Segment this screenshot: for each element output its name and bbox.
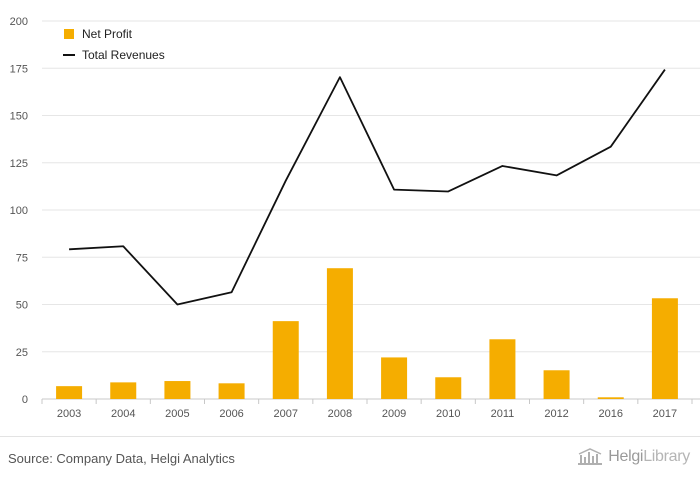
point-total-revenues[interactable] xyxy=(445,188,451,194)
point-total-revenues[interactable] xyxy=(174,302,180,308)
bar-net-profit[interactable] xyxy=(543,370,570,399)
x-tick-label: 2010 xyxy=(436,408,460,420)
bar-net-profit[interactable] xyxy=(651,298,678,399)
line-total-revenues-path[interactable] xyxy=(69,69,666,306)
y-tick-label: 150 xyxy=(10,111,28,123)
y-tick-label: 125 xyxy=(10,158,28,170)
point-total-revenues[interactable] xyxy=(120,243,126,249)
point-total-revenues[interactable] xyxy=(662,67,668,73)
line-total-revenues xyxy=(66,67,668,308)
legend-label-net-profit[interactable]: Net Profit xyxy=(82,27,133,41)
bars-net-profit xyxy=(56,268,678,399)
source-note: Source: Company Data, Helgi Analytics xyxy=(8,451,235,466)
x-tick-label: 2009 xyxy=(382,408,406,420)
point-total-revenues[interactable] xyxy=(391,187,397,193)
brand-sub: Library xyxy=(643,448,690,465)
x-tick-label: 2012 xyxy=(544,408,568,420)
y-tick-label: 100 xyxy=(10,205,28,217)
bar-net-profit[interactable] xyxy=(56,386,83,399)
point-total-revenues[interactable] xyxy=(283,178,289,184)
bar-net-profit[interactable] xyxy=(597,397,624,399)
y-tick-label: 50 xyxy=(16,300,28,312)
legend-swatch-net-profit xyxy=(64,29,74,39)
y-axis: 0 25 50 75 100 125 150 175 200 xyxy=(10,16,28,406)
y-tick-label: 25 xyxy=(16,347,28,359)
x-tick-label: 2016 xyxy=(599,408,623,420)
bar-net-profit[interactable] xyxy=(164,381,191,399)
x-axis: 2003 2004 2005 2006 2007 2008 2009 2010 2011 2012… xyxy=(41,399,693,420)
bar-net-profit[interactable] xyxy=(218,383,245,399)
bar-net-profit[interactable] xyxy=(489,339,516,399)
x-tick-label: 2011 xyxy=(491,408,515,420)
y-tick-label: 75 xyxy=(16,252,28,264)
bar-net-profit[interactable] xyxy=(272,321,299,399)
x-tick-label: 2008 xyxy=(328,408,352,420)
y-tick-label: 200 xyxy=(10,16,28,28)
point-total-revenues[interactable] xyxy=(608,144,614,150)
library-building-icon xyxy=(578,448,603,465)
bar-net-profit[interactable] xyxy=(435,377,462,399)
x-tick-label: 2006 xyxy=(219,408,243,420)
x-tick-label: 2004 xyxy=(111,408,135,420)
x-tick-label: 2005 xyxy=(165,408,189,420)
x-tick-label: 2017 xyxy=(653,408,677,420)
y-tick-label: 175 xyxy=(10,63,28,75)
point-total-revenues[interactable] xyxy=(499,163,505,169)
legend-label-total-revenues[interactable]: Total Revenues xyxy=(82,48,165,62)
brand-main: Helgi xyxy=(608,448,644,465)
point-total-revenues[interactable] xyxy=(554,172,560,178)
bar-net-profit[interactable] xyxy=(326,268,353,399)
gridlines xyxy=(42,20,700,400)
x-tick-label: 2003 xyxy=(57,408,81,420)
point-total-revenues[interactable] xyxy=(337,74,343,80)
bar-net-profit[interactable] xyxy=(381,357,408,399)
point-total-revenues[interactable] xyxy=(66,246,72,252)
legend: Net Profit Total Revenues xyxy=(63,27,165,62)
bar-net-profit[interactable] xyxy=(110,382,137,399)
y-tick-label: 0 xyxy=(22,394,28,406)
point-total-revenues[interactable] xyxy=(229,289,235,295)
helgi-library-logo[interactable]: HelgiLibrary xyxy=(577,448,690,466)
x-tick-label: 2007 xyxy=(274,408,298,420)
footer-divider xyxy=(0,436,700,437)
